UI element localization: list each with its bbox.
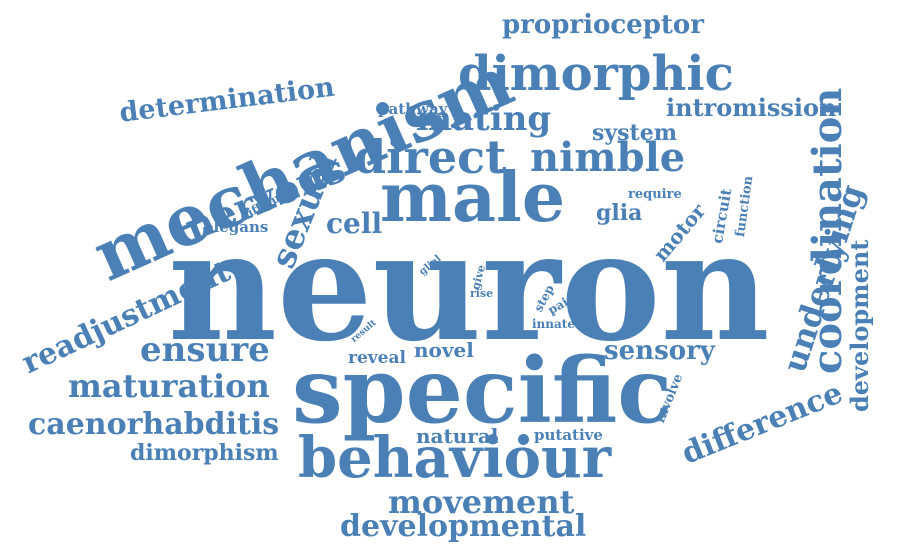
word-caenorhabditis: caenorhabditis xyxy=(28,407,280,442)
word-nimble: nimble xyxy=(530,134,686,181)
word-intromission: intromission xyxy=(666,93,837,122)
word-reveal: reveal xyxy=(348,348,406,368)
word-glia: glia xyxy=(596,200,643,226)
word-development: development xyxy=(845,239,874,412)
word-cell: cell xyxy=(326,207,383,240)
word-novel: novel xyxy=(414,338,474,362)
word-mating: mating xyxy=(416,99,552,139)
word-pathway: pathway xyxy=(378,100,448,118)
word-movement: movement xyxy=(388,483,575,521)
word-system: system xyxy=(592,120,677,146)
word-specific: specific xyxy=(292,338,673,444)
word-developmental: developmental xyxy=(340,509,587,544)
word-ensure: ensure xyxy=(140,330,270,370)
word-sensory: sensory xyxy=(604,336,715,366)
word-dimorphism: dimorphism xyxy=(130,440,279,466)
word-behaviour: behaviour xyxy=(298,425,612,491)
word-proprioceptor: proprioceptor xyxy=(502,10,704,40)
word-neuron: neuron xyxy=(168,199,770,375)
word-male: male xyxy=(380,158,566,238)
word-elegans: elegans xyxy=(204,218,269,236)
word-maturation: maturation xyxy=(68,367,270,405)
word-natural: natural xyxy=(416,424,499,448)
word-determination: determination xyxy=(117,71,337,129)
word-putative: putative xyxy=(534,426,603,444)
bullet-dot xyxy=(518,434,529,445)
word-difference: difference xyxy=(676,375,848,472)
word-direct: direct xyxy=(354,130,507,184)
word-innate: innate xyxy=(532,317,575,331)
word-require: require xyxy=(628,187,682,202)
word-rise: rise xyxy=(470,287,494,300)
word-dimorphic: dimorphic xyxy=(458,46,734,102)
